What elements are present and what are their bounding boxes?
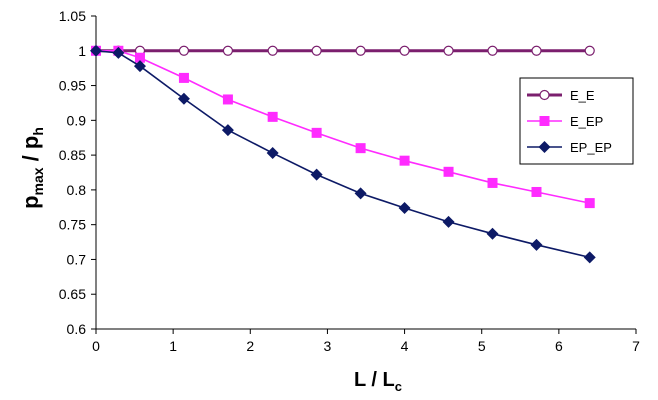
x-tick-label: 2 xyxy=(246,338,254,354)
legend-marker-e-ep xyxy=(539,116,550,126)
data-point-ep-ep xyxy=(486,227,499,240)
data-point-e-ep xyxy=(355,143,366,154)
data-point-e-e xyxy=(222,45,234,56)
y-ticks: 0.6 0.65 0.7 0.75 0.8 0.85 0.9 0.95 1 1.05 xyxy=(59,8,96,337)
y-axis-title: pmax / ph xyxy=(18,127,46,209)
x-axis-title: L / Lc xyxy=(354,369,402,394)
data-point-e-e xyxy=(267,45,278,56)
legend-item-ep-ep: EP_EP xyxy=(527,140,612,155)
data-point-e-ep xyxy=(399,155,410,166)
y-tick-label: 0.7 xyxy=(67,251,87,267)
y-tick-label: 0.75 xyxy=(59,217,86,233)
y-tick-label: 0.65 xyxy=(59,286,86,302)
data-point-e-ep xyxy=(584,198,595,209)
legend-item-e-ep: E_EP xyxy=(527,114,603,129)
series-e-e xyxy=(90,45,595,56)
data-point-e-e xyxy=(584,45,595,56)
legend-item-e-e: E_E xyxy=(527,88,595,103)
y-tick-label: 0.6 xyxy=(67,321,87,337)
x-axis-title-main: L / L xyxy=(354,369,395,391)
legend-marker-e-e xyxy=(539,89,550,101)
legend-label-ep-ep: EP_EP xyxy=(570,140,612,155)
data-point-e-ep xyxy=(311,127,322,138)
data-point-e-ep xyxy=(178,72,189,83)
series-line-ep-ep xyxy=(95,49,590,259)
data-point-ep-ep xyxy=(90,44,102,57)
y-axis-title-slash: / p xyxy=(18,136,43,168)
data-point-ep-ep xyxy=(221,124,234,137)
plot-area: 0 1 2 3 4 5 6 7 0.6 0.65 0.7 0.75 0.8 0.85 0.9 0.95 1 1.… xyxy=(59,8,640,354)
data-point-ep-ep xyxy=(398,201,411,214)
x-tick-label: 7 xyxy=(632,338,640,354)
x-tick-label: 5 xyxy=(478,338,486,354)
data-point-e-ep xyxy=(134,52,145,63)
data-point-e-ep xyxy=(267,111,278,122)
data-point-e-e xyxy=(311,45,322,56)
x-tick-label: 4 xyxy=(401,338,409,354)
legend-label-e-ep: E_EP xyxy=(570,114,603,129)
series-line-e-ep xyxy=(96,49,590,204)
y-tick-label: 0.9 xyxy=(67,112,87,128)
data-point-e-e xyxy=(355,45,366,56)
data-point-e-e xyxy=(487,45,498,56)
data-point-ep-ep xyxy=(354,187,367,200)
x-tick-label: 3 xyxy=(324,338,332,354)
data-point-e-e xyxy=(531,45,542,56)
data-point-ep-ep xyxy=(442,215,455,228)
series-e-ep xyxy=(91,45,595,209)
y-axis-title-p: p xyxy=(18,195,43,208)
y-tick-label: 0.95 xyxy=(59,78,86,94)
data-point-ep-ep xyxy=(310,168,323,181)
y-tick-label: 0.8 xyxy=(67,182,87,198)
svg-text:L / Lc: L / Lc xyxy=(354,369,402,394)
data-point-e-e xyxy=(399,45,410,56)
svg-text:pmax / ph: pmax / ph xyxy=(18,127,46,209)
data-point-ep-ep xyxy=(583,251,596,264)
data-point-ep-ep xyxy=(112,46,125,59)
x-tick-label: 1 xyxy=(169,338,177,354)
data-point-ep-ep xyxy=(266,147,279,160)
y-tick-label: 1 xyxy=(78,43,86,59)
legend-marker-ep-ep xyxy=(538,141,551,153)
y-axis-title-h: h xyxy=(30,127,46,136)
data-point-e-e xyxy=(178,45,190,56)
data-point-ep-ep xyxy=(530,238,543,251)
data-point-e-ep xyxy=(531,186,542,197)
data-point-ep-ep xyxy=(133,60,146,73)
legend: E_E E_EP EP_EP xyxy=(519,77,634,165)
data-point-e-ep xyxy=(443,166,454,177)
data-point-e-e xyxy=(443,45,454,56)
data-point-e-ep xyxy=(487,177,498,188)
series-layer xyxy=(90,44,596,264)
x-axis-title-sub: c xyxy=(395,379,402,394)
legend-label-e-e: E_E xyxy=(570,88,595,103)
x-ticks: 0 1 2 3 4 5 6 7 xyxy=(92,329,640,354)
data-point-e-ep xyxy=(222,94,233,105)
x-tick-label: 0 xyxy=(92,338,100,354)
series-ep-ep xyxy=(90,44,596,264)
legend-items: E_E E_EP EP_EP xyxy=(527,88,612,155)
data-point-ep-ep xyxy=(177,92,190,105)
y-tick-label: 0.85 xyxy=(59,147,86,163)
y-tick-label: 1.05 xyxy=(59,8,86,24)
y-axis-title-max: max xyxy=(30,167,46,195)
x-tick-label: 6 xyxy=(555,338,563,354)
